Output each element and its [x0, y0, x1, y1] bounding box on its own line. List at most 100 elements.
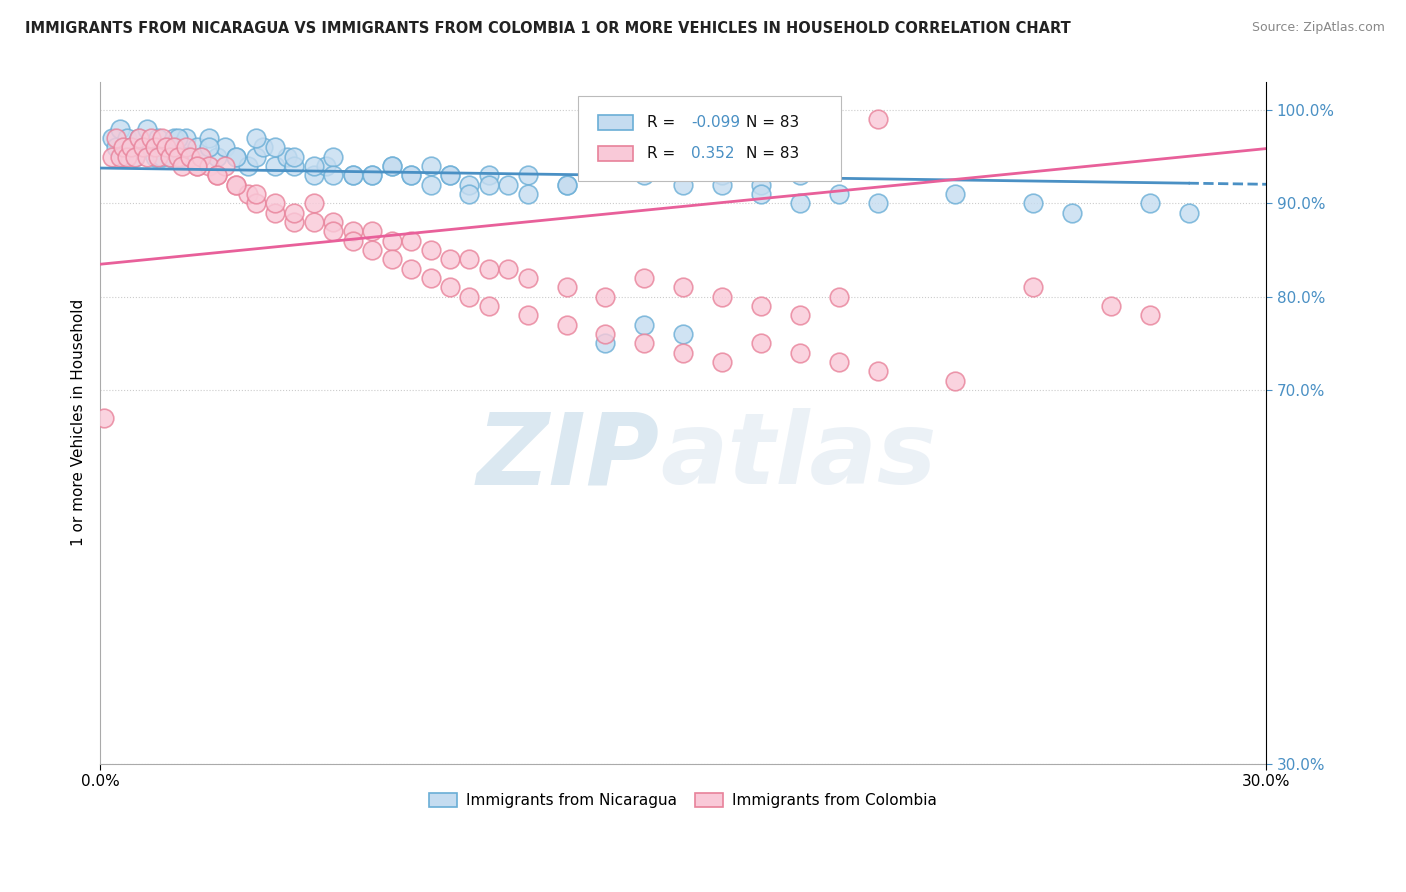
Point: [1177, 205, 1199, 219]
Point: [225, 178, 247, 192]
Point: [135, 121, 157, 136]
Point: [789, 169, 811, 183]
Point: [198, 131, 221, 145]
Point: [245, 186, 267, 201]
Point: [264, 205, 287, 219]
Point: [342, 169, 364, 183]
Point: [342, 224, 364, 238]
Point: [163, 140, 186, 154]
Point: [1022, 196, 1045, 211]
Point: [159, 150, 181, 164]
Point: [322, 215, 344, 229]
Point: [789, 309, 811, 323]
Point: [749, 186, 772, 201]
Point: [245, 150, 267, 164]
Point: [381, 234, 404, 248]
Point: [361, 169, 384, 183]
Point: [711, 169, 734, 183]
Point: [1022, 280, 1045, 294]
Point: [789, 346, 811, 360]
Point: [135, 150, 157, 164]
Point: [672, 280, 695, 294]
Point: [342, 234, 364, 248]
Point: [155, 140, 177, 154]
Point: [633, 336, 655, 351]
Point: [159, 150, 181, 164]
Point: [516, 271, 538, 285]
Point: [283, 215, 305, 229]
Point: [283, 205, 305, 219]
Point: [245, 131, 267, 145]
Point: [214, 140, 236, 154]
Point: [225, 178, 247, 192]
Point: [302, 196, 325, 211]
Point: [399, 169, 422, 183]
Point: [439, 252, 461, 267]
Point: [711, 178, 734, 192]
Point: [104, 131, 127, 145]
Point: [143, 150, 166, 164]
Point: [132, 140, 155, 154]
Point: [1139, 196, 1161, 211]
Point: [711, 290, 734, 304]
Text: ZIP: ZIP: [477, 409, 659, 506]
Text: R =: R =: [647, 146, 681, 161]
Point: [439, 169, 461, 183]
Point: [143, 140, 166, 154]
Point: [174, 140, 197, 154]
Point: [361, 224, 384, 238]
Point: [150, 131, 173, 145]
Point: [943, 374, 966, 388]
Point: [381, 159, 404, 173]
Point: [399, 169, 422, 183]
Point: [439, 169, 461, 183]
Point: [749, 299, 772, 313]
Point: [1099, 299, 1122, 313]
Point: [302, 159, 325, 173]
Point: [419, 178, 441, 192]
Point: [749, 336, 772, 351]
Point: [322, 169, 344, 183]
Point: [252, 140, 274, 154]
Point: [167, 140, 190, 154]
Point: [148, 150, 170, 164]
Point: [101, 131, 124, 145]
Point: [555, 178, 578, 192]
Point: [458, 252, 481, 267]
Point: [186, 159, 208, 173]
Point: [302, 215, 325, 229]
Point: [236, 186, 259, 201]
Point: [236, 159, 259, 173]
Point: [264, 140, 287, 154]
Point: [711, 355, 734, 369]
Y-axis label: 1 or more Vehicles in Household: 1 or more Vehicles in Household: [72, 299, 86, 547]
Point: [205, 169, 228, 183]
Point: [943, 186, 966, 201]
Point: [516, 309, 538, 323]
Point: [419, 271, 441, 285]
Point: [381, 252, 404, 267]
Point: [117, 131, 139, 145]
Text: N = 83: N = 83: [747, 115, 800, 130]
Point: [124, 150, 146, 164]
Point: [276, 150, 298, 164]
Point: [170, 159, 193, 173]
Point: [458, 178, 481, 192]
Point: [167, 131, 190, 145]
Point: [128, 131, 150, 145]
Point: [120, 140, 142, 154]
Text: IMMIGRANTS FROM NICARAGUA VS IMMIGRANTS FROM COLOMBIA 1 OR MORE VEHICLES IN HOUS: IMMIGRANTS FROM NICARAGUA VS IMMIGRANTS …: [25, 21, 1071, 37]
Point: [148, 131, 170, 145]
Point: [120, 140, 142, 154]
Point: [516, 186, 538, 201]
Point: [205, 169, 228, 183]
Point: [322, 224, 344, 238]
Legend: Immigrants from Nicaragua, Immigrants from Colombia: Immigrants from Nicaragua, Immigrants fr…: [423, 787, 943, 814]
Point: [245, 196, 267, 211]
FancyBboxPatch shape: [578, 95, 841, 181]
Point: [498, 261, 520, 276]
Point: [150, 150, 173, 164]
Point: [322, 150, 344, 164]
Point: [478, 178, 501, 192]
Point: [264, 196, 287, 211]
